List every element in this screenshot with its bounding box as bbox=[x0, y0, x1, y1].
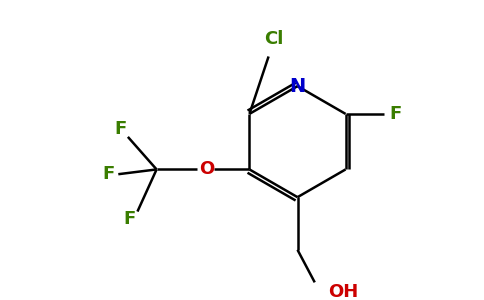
Text: F: F bbox=[124, 210, 136, 228]
Text: O: O bbox=[199, 160, 214, 178]
Text: F: F bbox=[389, 105, 402, 123]
Text: F: F bbox=[114, 120, 126, 138]
Text: F: F bbox=[103, 165, 115, 183]
Text: Cl: Cl bbox=[264, 30, 283, 48]
Text: OH: OH bbox=[328, 283, 358, 300]
Text: N: N bbox=[289, 76, 305, 96]
